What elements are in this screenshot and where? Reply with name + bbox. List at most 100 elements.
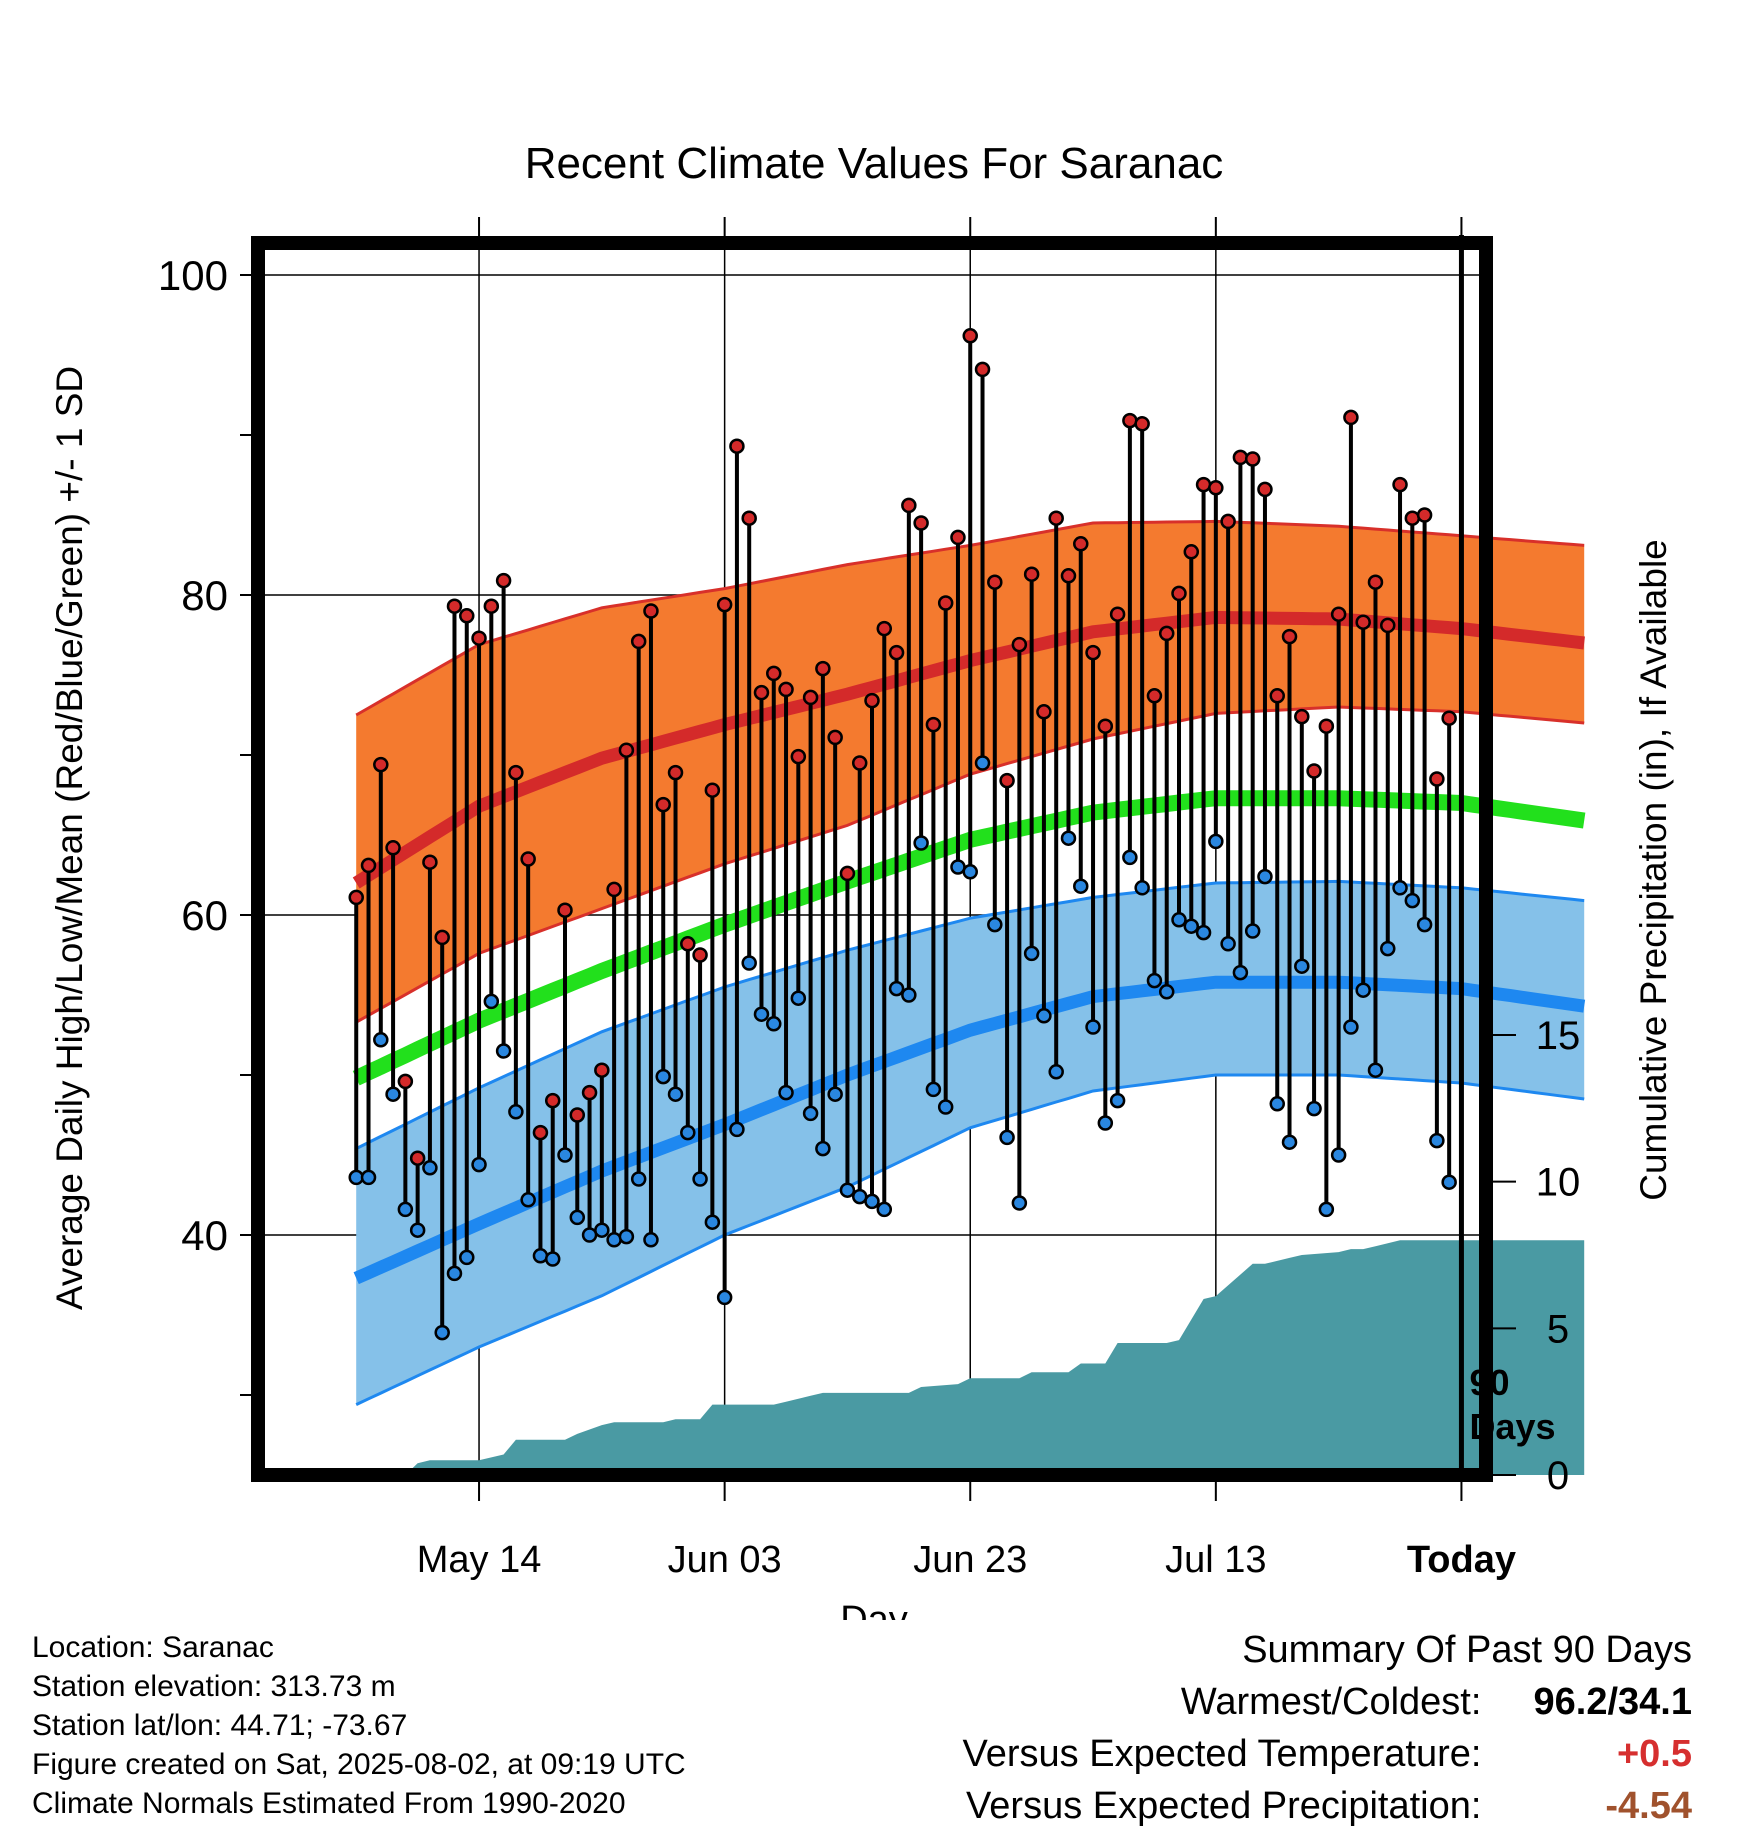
daily-high-point bbox=[544, 1092, 561, 1109]
latlon-text: Station lat/lon: 44.71; -73.67 bbox=[32, 1709, 408, 1742]
elevation-text: Station elevation: 313.73 m bbox=[32, 1670, 396, 1703]
summary-panel: Summary Of Past 90 Days Warmest/Coldest:… bbox=[792, 1624, 1692, 1832]
daily-low-point bbox=[766, 1016, 782, 1032]
daily-high-point bbox=[1036, 704, 1052, 720]
daily-high-point bbox=[483, 598, 500, 614]
daily-low-point bbox=[1109, 1092, 1126, 1109]
daily-low-point bbox=[1244, 923, 1261, 939]
daily-low-point bbox=[937, 1099, 954, 1115]
y2-tick-label: 15 bbox=[1536, 1014, 1581, 1058]
chart-title: Recent Climate Values For Saranac bbox=[525, 139, 1224, 188]
daily-high-point bbox=[716, 596, 733, 613]
daily-low-point bbox=[1281, 1134, 1298, 1150]
daily-high-point bbox=[1429, 771, 1445, 787]
daily-low-point bbox=[1257, 868, 1273, 885]
daily-high-point bbox=[1085, 644, 1101, 661]
daily-high-point bbox=[974, 361, 991, 378]
daily-high-point bbox=[569, 1107, 586, 1123]
daily-low-point bbox=[864, 1193, 880, 1210]
daily-low-point bbox=[1269, 1096, 1285, 1112]
daily-low-point bbox=[1097, 1115, 1114, 1131]
daily-low-point bbox=[459, 1249, 475, 1266]
daily-low-point bbox=[901, 987, 917, 1003]
daily-high-point bbox=[409, 1150, 426, 1166]
daily-low-point bbox=[778, 1084, 794, 1101]
daily-high-point bbox=[360, 857, 377, 874]
daily-low-point bbox=[962, 864, 978, 880]
daily-high-point bbox=[1380, 617, 1396, 634]
daily-low-point bbox=[667, 1086, 684, 1102]
daily-low-point bbox=[1392, 880, 1408, 896]
daily-high-point bbox=[876, 620, 893, 637]
daily-high-point bbox=[532, 1124, 549, 1141]
daily-high-point bbox=[680, 936, 696, 952]
precip-label: Versus Expected Precipitation: bbox=[966, 1785, 1482, 1827]
daily-low-point bbox=[802, 1105, 819, 1122]
precip-value: -4.54 bbox=[1605, 1785, 1692, 1827]
daily-high-point bbox=[397, 1073, 414, 1090]
daily-high-point bbox=[999, 772, 1015, 789]
daily-low-point bbox=[422, 1160, 438, 1176]
summary-precip-row: Versus Expected Precipitation: -4.54 bbox=[792, 1780, 1692, 1832]
low-sd-band-lower-edge bbox=[355, 1073, 1585, 1406]
daily-high-point bbox=[643, 603, 659, 619]
daily-low-point bbox=[827, 1086, 843, 1102]
daily-low-point bbox=[987, 916, 1003, 933]
daily-low-point bbox=[471, 1156, 487, 1173]
daily-high-point bbox=[888, 644, 905, 661]
daily-high-point bbox=[1208, 480, 1224, 496]
daily-low-point bbox=[1011, 1195, 1028, 1211]
daily-high-point bbox=[1244, 451, 1261, 467]
daily-high-point bbox=[851, 755, 868, 771]
daily-low-point bbox=[692, 1171, 708, 1187]
daily-high-point bbox=[1146, 688, 1163, 704]
daily-low-point bbox=[1232, 964, 1249, 981]
daily-high-point bbox=[434, 929, 450, 946]
daily-low-point bbox=[1208, 833, 1224, 850]
summary-warmest-row: Warmest/Coldest: 96.2/34.1 bbox=[792, 1676, 1692, 1728]
daily-high-point bbox=[729, 438, 745, 454]
y-tick-label: 80 bbox=[181, 572, 228, 619]
daily-low-point bbox=[434, 1324, 450, 1341]
daily-low-point bbox=[655, 1068, 671, 1085]
daily-low-point bbox=[409, 1222, 426, 1238]
normals-text: Climate Normals Estimated From 1990-2020 bbox=[32, 1787, 626, 1820]
daily-low-point bbox=[483, 993, 500, 1010]
daily-low-point bbox=[1318, 1201, 1335, 1218]
daily-low-point bbox=[397, 1201, 414, 1218]
daily-low-point bbox=[876, 1201, 893, 1218]
low-sd-band-upper-edge bbox=[355, 879, 1585, 1150]
daily-high-point bbox=[1073, 536, 1089, 552]
daily-low-point bbox=[839, 1182, 856, 1198]
daily-high-point bbox=[987, 574, 1003, 590]
daily-low-point bbox=[1330, 1147, 1347, 1163]
created-text: Figure created on Sat, 2025-08-02, at 09… bbox=[32, 1748, 686, 1781]
daily-low-point bbox=[1134, 880, 1150, 896]
y2-tick-label: 0 bbox=[1547, 1454, 1569, 1498]
warmest-coldest-value: 96.2/34.1 bbox=[1533, 1681, 1692, 1723]
daily-low-point bbox=[1195, 924, 1212, 941]
daily-high-point bbox=[704, 782, 721, 798]
daily-high-point bbox=[864, 692, 880, 709]
daily-high-point bbox=[790, 748, 807, 765]
low-normal-line bbox=[353, 975, 1586, 1285]
warmest-coldest-label: Warmest/Coldest: bbox=[1180, 1681, 1482, 1723]
temp-value: +0.5 bbox=[1616, 1733, 1692, 1775]
daily-high-point bbox=[802, 689, 819, 706]
daily-low-point bbox=[729, 1121, 745, 1138]
climate-chart: Recent Climate Values For Saranac 90Days… bbox=[49, 139, 1674, 1620]
daily-high-point bbox=[1330, 606, 1347, 622]
daily-low-point bbox=[1146, 972, 1163, 989]
daily-high-point bbox=[508, 764, 524, 781]
daily-high-point bbox=[950, 529, 966, 546]
daily-low-point bbox=[790, 990, 807, 1006]
daily-low-point bbox=[606, 1232, 622, 1248]
daily-high-point bbox=[459, 608, 475, 624]
daily-low-point bbox=[1416, 916, 1433, 933]
daily-high-point bbox=[1294, 708, 1310, 725]
daily-high-point bbox=[655, 796, 671, 813]
daily-high-point bbox=[1232, 449, 1249, 466]
daily-high-point bbox=[1281, 628, 1298, 645]
daily-high-point bbox=[581, 1084, 598, 1101]
